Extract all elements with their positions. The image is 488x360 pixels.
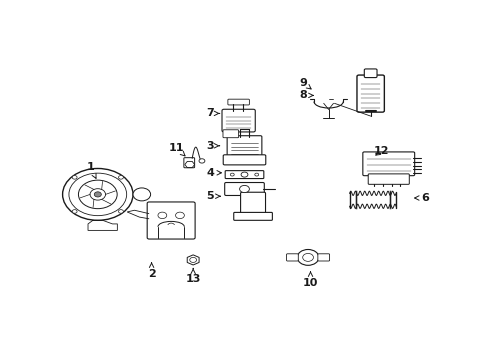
FancyBboxPatch shape [226, 136, 262, 158]
FancyBboxPatch shape [224, 183, 264, 195]
Circle shape [118, 176, 123, 179]
Circle shape [241, 172, 247, 177]
FancyBboxPatch shape [223, 130, 238, 138]
FancyBboxPatch shape [227, 99, 249, 105]
Circle shape [158, 212, 166, 219]
Text: 9: 9 [299, 78, 310, 89]
Text: 12: 12 [373, 146, 388, 156]
Text: 4: 4 [206, 168, 221, 178]
Polygon shape [187, 255, 199, 265]
FancyBboxPatch shape [224, 171, 264, 179]
Circle shape [189, 257, 196, 262]
Circle shape [302, 253, 313, 261]
Text: 7: 7 [206, 108, 219, 118]
Text: 6: 6 [414, 193, 428, 203]
Circle shape [72, 176, 77, 179]
Circle shape [62, 168, 133, 220]
Circle shape [72, 210, 77, 213]
FancyBboxPatch shape [367, 174, 408, 184]
FancyBboxPatch shape [317, 254, 329, 261]
Circle shape [90, 189, 105, 200]
FancyBboxPatch shape [183, 158, 194, 168]
Circle shape [239, 185, 249, 193]
Circle shape [94, 192, 101, 197]
FancyBboxPatch shape [223, 155, 265, 165]
FancyBboxPatch shape [233, 212, 272, 220]
FancyBboxPatch shape [222, 109, 255, 132]
Text: 1: 1 [86, 162, 96, 178]
FancyBboxPatch shape [356, 75, 384, 112]
Circle shape [230, 173, 234, 176]
Text: 8: 8 [299, 90, 312, 100]
Bar [158, 225, 184, 238]
FancyBboxPatch shape [362, 152, 414, 176]
Text: 10: 10 [302, 272, 318, 288]
Circle shape [297, 249, 318, 265]
Circle shape [133, 188, 150, 201]
FancyBboxPatch shape [147, 202, 195, 239]
Text: 3: 3 [206, 141, 219, 151]
Circle shape [167, 223, 174, 228]
Text: 13: 13 [185, 269, 201, 284]
Circle shape [175, 212, 184, 219]
FancyBboxPatch shape [240, 192, 265, 215]
Text: 5: 5 [206, 191, 220, 201]
Circle shape [78, 180, 117, 209]
Circle shape [118, 210, 123, 213]
Text: 2: 2 [147, 263, 155, 279]
FancyBboxPatch shape [364, 69, 376, 77]
Text: 11: 11 [168, 143, 184, 156]
FancyBboxPatch shape [286, 254, 298, 261]
Circle shape [254, 173, 258, 176]
Circle shape [199, 159, 204, 163]
Circle shape [69, 173, 126, 216]
